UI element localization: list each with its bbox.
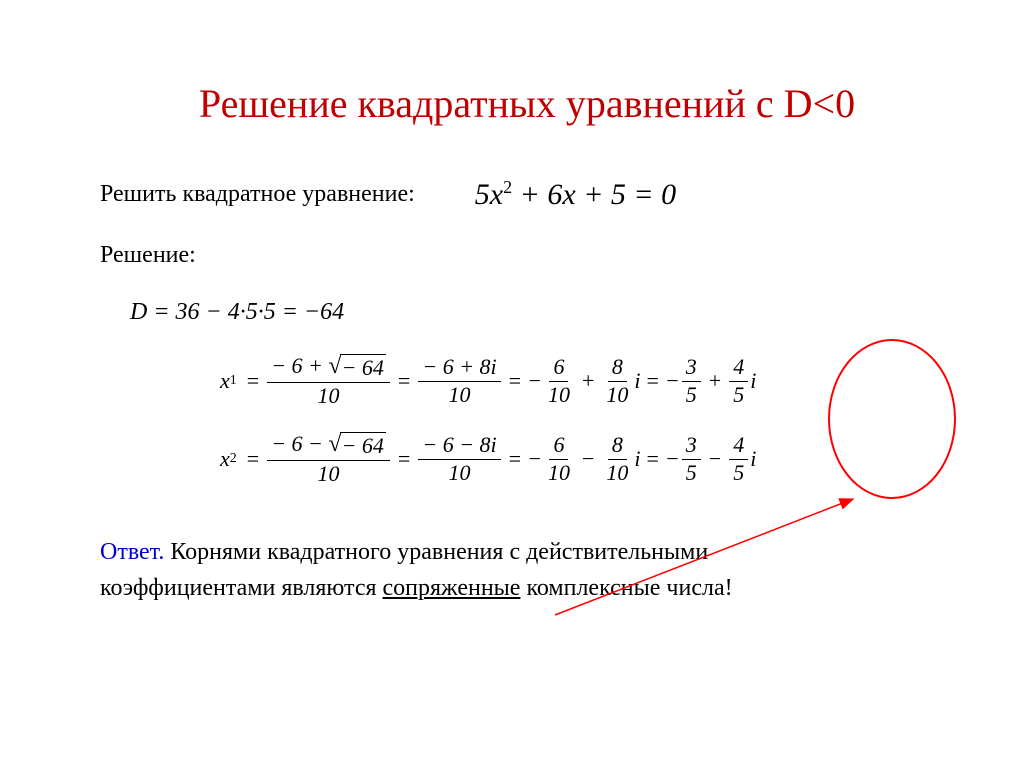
x1-s3-suf: i: [634, 368, 640, 394]
page-title: Решение квадратных уравнений с D<0: [100, 80, 954, 127]
answer-t2: коэффициентами являются: [100, 575, 383, 601]
x2-s1-den: 10: [314, 461, 344, 487]
problem-label: Решить квадратное уравнение:: [100, 181, 415, 208]
x2-s4-f2d: 5: [729, 460, 748, 486]
x2-s1-num-a: − 6 −: [271, 431, 323, 456]
x1-s3-pre: −: [527, 368, 542, 394]
solution-label: Решение:: [100, 242, 954, 269]
x2-s3-f1d: 10: [544, 460, 574, 486]
answer-label: Ответ.: [100, 539, 164, 565]
x2-s3-f1n: 6: [549, 432, 568, 459]
root-x1: x1 = − 6 + √− 64 10 = − 6 + 8i 10 = − 61…: [220, 351, 954, 411]
root-x2: x2 = − 6 − √− 64 10 = − 6 − 8i 10 = − 61…: [220, 429, 954, 489]
x1-s4-f2n: 4: [729, 354, 748, 381]
x1-sub: 1: [230, 373, 237, 389]
x1-s4-f2d: 5: [729, 382, 748, 408]
x2-sub: 2: [230, 451, 237, 467]
x1-step1: − 6 + √− 64 10: [267, 353, 390, 409]
x1-s3-f2n: 8: [608, 354, 627, 381]
x2-s3-op: −: [582, 446, 594, 472]
coef-var2: x: [562, 178, 575, 211]
x2-s3-suf: i: [634, 446, 640, 472]
coef-c: + 5 = 0: [583, 178, 676, 211]
coef-a: 5: [475, 178, 490, 211]
x1-s4-f1d: 5: [682, 382, 701, 408]
answer-block: Ответ. Корнями квадратного уравнения с д…: [100, 534, 954, 606]
x2-s2-den: 10: [445, 460, 475, 486]
answer-t1: Корнями квадратного уравнения с действит…: [164, 539, 708, 565]
x1-s4-pre: −: [665, 368, 680, 394]
problem-row: Решить квадратное уравнение: 5x2 + 6x + …: [100, 177, 954, 212]
x2-s3-f2n: 8: [608, 432, 627, 459]
x1-s1-sqrt: − 64: [340, 354, 386, 381]
x1-s3-f1n: 6: [549, 354, 568, 381]
x1-s1-num-a: − 6 +: [271, 353, 323, 378]
x2-s4-f2n: 4: [729, 432, 748, 459]
x1-step2: − 6 + 8i 10: [418, 354, 500, 408]
quadratic-equation: 5x2 + 6x + 5 = 0: [475, 177, 676, 212]
x2-s3-f2d: 10: [602, 460, 632, 486]
coef-var: x: [490, 178, 503, 211]
x1-s3-f1d: 10: [544, 382, 574, 408]
answer-t3: комплексные числа!: [520, 575, 732, 601]
x1-s2-num: − 6 + 8i: [418, 354, 500, 381]
x2-s4-f1n: 3: [682, 432, 701, 459]
x2-s1-sqrt: − 64: [340, 432, 386, 459]
x2-s4-f1d: 5: [682, 460, 701, 486]
discriminant: D = 36 − 4·5·5 = −64: [130, 299, 954, 326]
answer-underlined: сопряженные: [383, 575, 521, 601]
x2-var: x: [220, 446, 230, 472]
x1-s4-op: +: [709, 368, 721, 394]
x1-s4-f1n: 3: [682, 354, 701, 381]
x2-s2-num: − 6 − 8i: [418, 432, 500, 459]
x2-s3-pre: −: [527, 446, 542, 472]
x1-s3-f2d: 10: [602, 382, 632, 408]
x1-s3-op: +: [582, 368, 594, 394]
roots-block: x1 = − 6 + √− 64 10 = − 6 + 8i 10 = − 61…: [220, 351, 954, 489]
x2-s4-suf: i: [750, 446, 756, 472]
x1-var: x: [220, 368, 230, 394]
x1-s4-suf: i: [750, 368, 756, 394]
x1-s2-den: 10: [445, 382, 475, 408]
x1-s1-den: 10: [314, 383, 344, 409]
coef-b: + 6: [520, 178, 563, 211]
x2-step2: − 6 − 8i 10: [418, 432, 500, 486]
x2-s4-op: −: [709, 446, 721, 472]
x2-s4-pre: −: [665, 446, 680, 472]
x2-step1: − 6 − √− 64 10: [267, 431, 390, 487]
